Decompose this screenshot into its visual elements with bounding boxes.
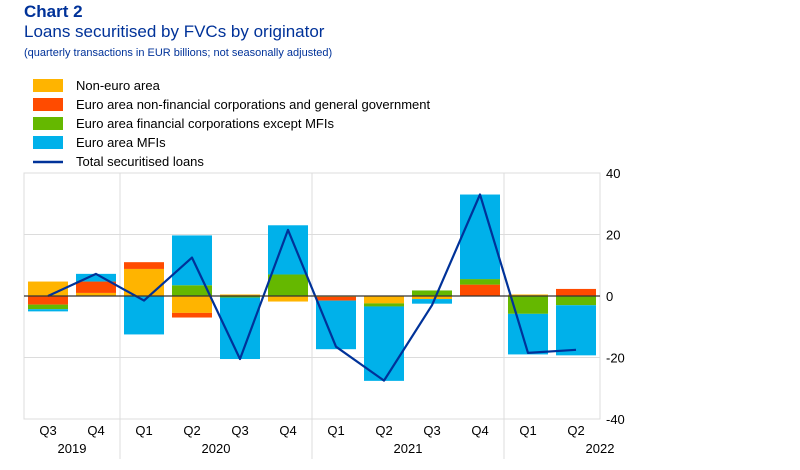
x-tick-label-10: Q1 — [519, 423, 536, 438]
bar-s2-c9 — [460, 279, 500, 285]
legend: Non-euro area Euro area non-financial cor… — [33, 78, 430, 169]
bar-s3-c2 — [124, 296, 164, 335]
legend-label-0: Non-euro area — [76, 78, 161, 93]
x-tick-label-1: Q4 — [87, 423, 104, 438]
bar-s2-c0 — [28, 304, 68, 310]
bar-s2-c3 — [172, 285, 212, 296]
bar-s0-c5 — [268, 296, 308, 302]
bar-s2-c8 — [412, 290, 452, 296]
bar-s0-c1 — [76, 292, 116, 296]
bar-s0-c10 — [508, 294, 548, 296]
bar-s2-c5 — [268, 274, 308, 296]
y-tick-label-0: -40 — [606, 412, 625, 427]
x-tick-label-9: Q4 — [471, 423, 488, 438]
chart-subtitle: (quarterly transactions in EUR billions;… — [24, 47, 333, 59]
bar-s0-c3 — [172, 296, 212, 313]
legend-label-4: Total securitised loans — [76, 154, 204, 169]
bar-s2-c4 — [220, 296, 260, 298]
bar-s3-c11 — [556, 305, 596, 356]
bar-s2-c7 — [364, 303, 404, 307]
bar-s1-c9 — [460, 284, 500, 296]
x-tick-label-8: Q3 — [423, 423, 440, 438]
x-tick-label-6: Q1 — [327, 423, 344, 438]
x-tick-label-2: Q1 — [135, 423, 152, 438]
bar-s2-c10 — [508, 296, 548, 314]
bar-s3-c1 — [76, 273, 116, 282]
bar-s1-c6 — [316, 296, 356, 301]
x-tick-label-4: Q3 — [231, 423, 248, 438]
chart-number: Chart 2 — [24, 2, 83, 21]
x-tick-label-11: Q2 — [567, 423, 584, 438]
bar-s2-c11 — [556, 296, 596, 306]
bar-s0-c4 — [220, 294, 260, 296]
bars — [28, 194, 596, 381]
year-label-2019: 2019 — [58, 441, 87, 456]
year-label-2021: 2021 — [394, 441, 423, 456]
bar-s3-c10 — [508, 313, 548, 355]
bar-s0-c2 — [124, 268, 164, 296]
y-tick-label-3: 20 — [606, 228, 620, 243]
x-tick-label-3: Q2 — [183, 423, 200, 438]
bar-s0-c8 — [412, 296, 452, 300]
bar-s3-c3 — [172, 235, 212, 286]
x-tick-label-0: Q3 — [39, 423, 56, 438]
bar-s1-c11 — [556, 288, 596, 296]
y-tick-label-4: 40 — [606, 166, 620, 181]
bar-s3-c9 — [460, 194, 500, 280]
legend-label-3: Euro area MFIs — [76, 135, 166, 150]
x-tick-label-7: Q2 — [375, 423, 392, 438]
bar-s0-c7 — [364, 296, 404, 304]
legend-swatch-1 — [33, 98, 63, 111]
legend-swatch-0 — [33, 79, 63, 92]
bar-s3-c8 — [412, 299, 452, 304]
chart-title: Loans securitised by FVCs by originator — [24, 22, 325, 41]
y-tick-label-2: 0 — [606, 289, 613, 304]
bar-s1-c3 — [172, 312, 212, 318]
legend-swatch-3 — [33, 136, 63, 149]
axis: -40 -20 0 20 40 Q3 Q4 Q1 Q2 Q3 Q4 Q1 Q2 Q3 Q4 Q1 Q2 2019 2… — [24, 166, 625, 456]
bar-s3-c7 — [364, 306, 404, 381]
bar-s1-c1 — [76, 281, 116, 293]
bar-s1-c0 — [28, 296, 68, 305]
bar-s1-c2 — [124, 262, 164, 269]
legend-label-2: Euro area financial corporations except … — [76, 116, 334, 131]
year-label-2022: 2022 — [586, 441, 615, 456]
bar-s3-c6 — [316, 300, 356, 350]
legend-label-1: Euro area non-financial corporations and… — [76, 97, 430, 112]
x-tick-label-5: Q4 — [279, 423, 296, 438]
year-label-2020: 2020 — [202, 441, 231, 456]
y-tick-label-1: -20 — [606, 351, 625, 366]
legend-swatch-2 — [33, 117, 63, 130]
bar-s3-c0 — [28, 309, 68, 312]
